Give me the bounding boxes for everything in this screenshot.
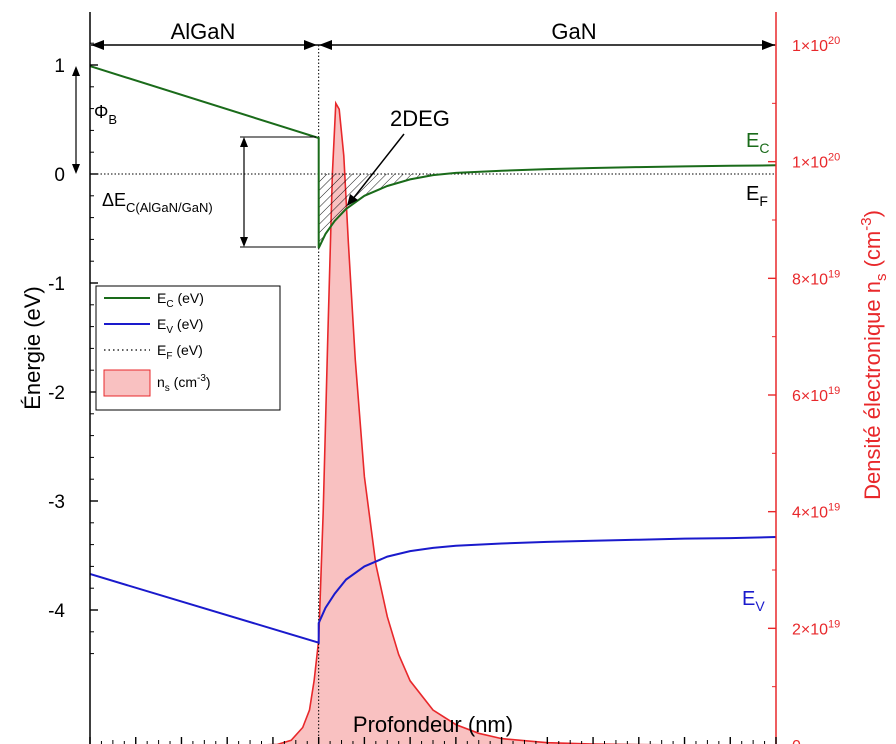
y2-axis-title: Densité électronique ns (cm-3) [858, 210, 890, 500]
y2-title-unit-sup: -3 [858, 217, 875, 230]
y-axis-title: Énergie (eV) [20, 286, 45, 410]
delta-ec-bracket [240, 136, 316, 248]
y-tick-label: -3 [48, 492, 65, 513]
y-tick-label: -4 [48, 601, 65, 622]
svg-text:EV (eV): EV (eV) [157, 316, 203, 336]
y2-ticks: 0 2×1019 4×1019 6×1019 8×1019 1×1020 1×1020 [768, 35, 840, 744]
legend-item-ec: EC (eV) [104, 290, 204, 310]
gan-label: GaN [551, 19, 596, 44]
2deg-label: 2DEG [390, 106, 450, 131]
svg-text:EF (eV): EF (eV) [157, 342, 203, 362]
legend-item-ev: EV (eV) [104, 316, 203, 336]
legend: EC (eV) EV (eV) EF (eV) ns (cm-3) [95, 285, 281, 411]
gan-arrow-right [762, 40, 775, 50]
y-tick-label: -2 [48, 383, 65, 404]
y2-tick-label: 8×1019 [792, 268, 840, 288]
x-axis-title: Profondeur (nm) [353, 712, 513, 737]
y-tick-label: -1 [48, 274, 65, 295]
algan-label: AlGaN [171, 19, 236, 44]
algan-arrow-left [91, 40, 104, 50]
region-arrows [91, 40, 775, 50]
algan-arrow-right [304, 40, 317, 50]
y2-title-main: Densité électronique n [860, 281, 885, 500]
2deg-arrow [347, 133, 405, 206]
y2-tick-label: 0 [792, 738, 801, 744]
legend-item-ns: ns (cm-3) [103, 369, 211, 397]
y2-tick-label: 1×1020 [792, 152, 840, 172]
delta-ec-label: ΔEC(AlGaN/GaN) [102, 190, 213, 215]
2deg-hatch-layer [318, 174, 456, 249]
ns-line [266, 100, 662, 744]
y2-tick-label: 1×1020 [792, 35, 840, 55]
y2-tick-label: 6×1019 [792, 385, 840, 405]
y2-tick-label: 2×1019 [792, 618, 840, 638]
band-lines-layer [90, 45, 776, 744]
y2-title-sub: s [873, 274, 890, 282]
ns-series-layer [266, 100, 662, 744]
ns-area [278, 103, 590, 744]
y2-tick-label: 4×1019 [792, 502, 840, 522]
y-ticks: 1 0 -1 -2 -3 -4 [48, 42, 98, 655]
y-tick-label: 0 [54, 165, 65, 186]
ec-band-label: EC [746, 130, 769, 156]
gan-arrow-left [319, 40, 332, 50]
y2-title-unit-open: (cm [860, 231, 885, 274]
svg-text:ns (cm-3): ns (cm-3) [157, 373, 211, 394]
ev-band-label: EV [742, 588, 765, 614]
svg-text:EC (eV): EC (eV) [157, 290, 204, 310]
legend-item-ef: EF (eV) [104, 342, 203, 362]
ev-line [90, 536, 776, 645]
axes-frame [89, 12, 777, 744]
ec-line [90, 65, 776, 249]
2deg-hatch-area [318, 174, 456, 249]
y-tick-label: 1 [54, 56, 65, 77]
phi-b-label: ΦB [94, 102, 117, 127]
ef-band-label: EF [746, 183, 768, 209]
y2-title-unit-close: ) [860, 210, 885, 217]
phi-b-arrow [72, 66, 80, 174]
